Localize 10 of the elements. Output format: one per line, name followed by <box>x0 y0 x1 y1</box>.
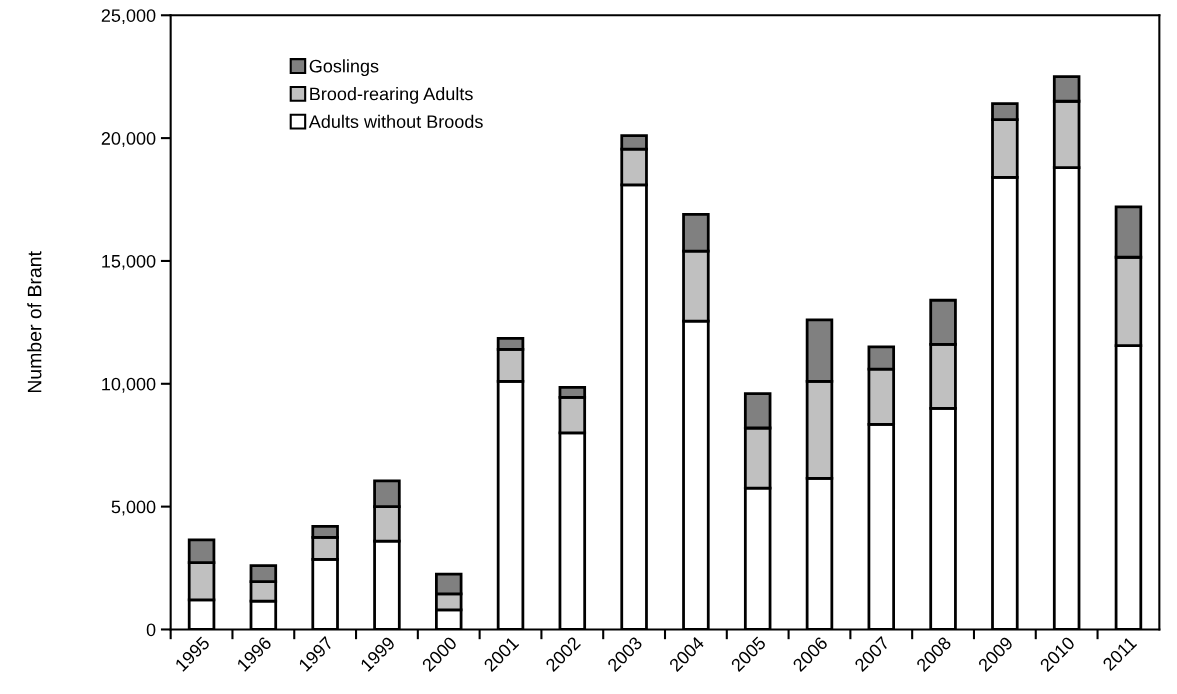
y-tick-label: 20,000 <box>101 132 156 147</box>
y-tick-label: 10,000 <box>102 377 156 393</box>
y-tick-label: 0 <box>146 623 156 637</box>
y-axis-title: Number of Brant <box>27 251 42 393</box>
y-tick-label: 5,000 <box>111 500 156 516</box>
legend-label: Brood-rearing Adults <box>310 87 473 104</box>
legend-label: Goslings <box>309 59 379 77</box>
y-tick-label: 25,000 <box>101 9 156 25</box>
y-tick-label: 15,000 <box>102 254 156 270</box>
legend-label: Adults without Broods <box>308 114 483 129</box>
